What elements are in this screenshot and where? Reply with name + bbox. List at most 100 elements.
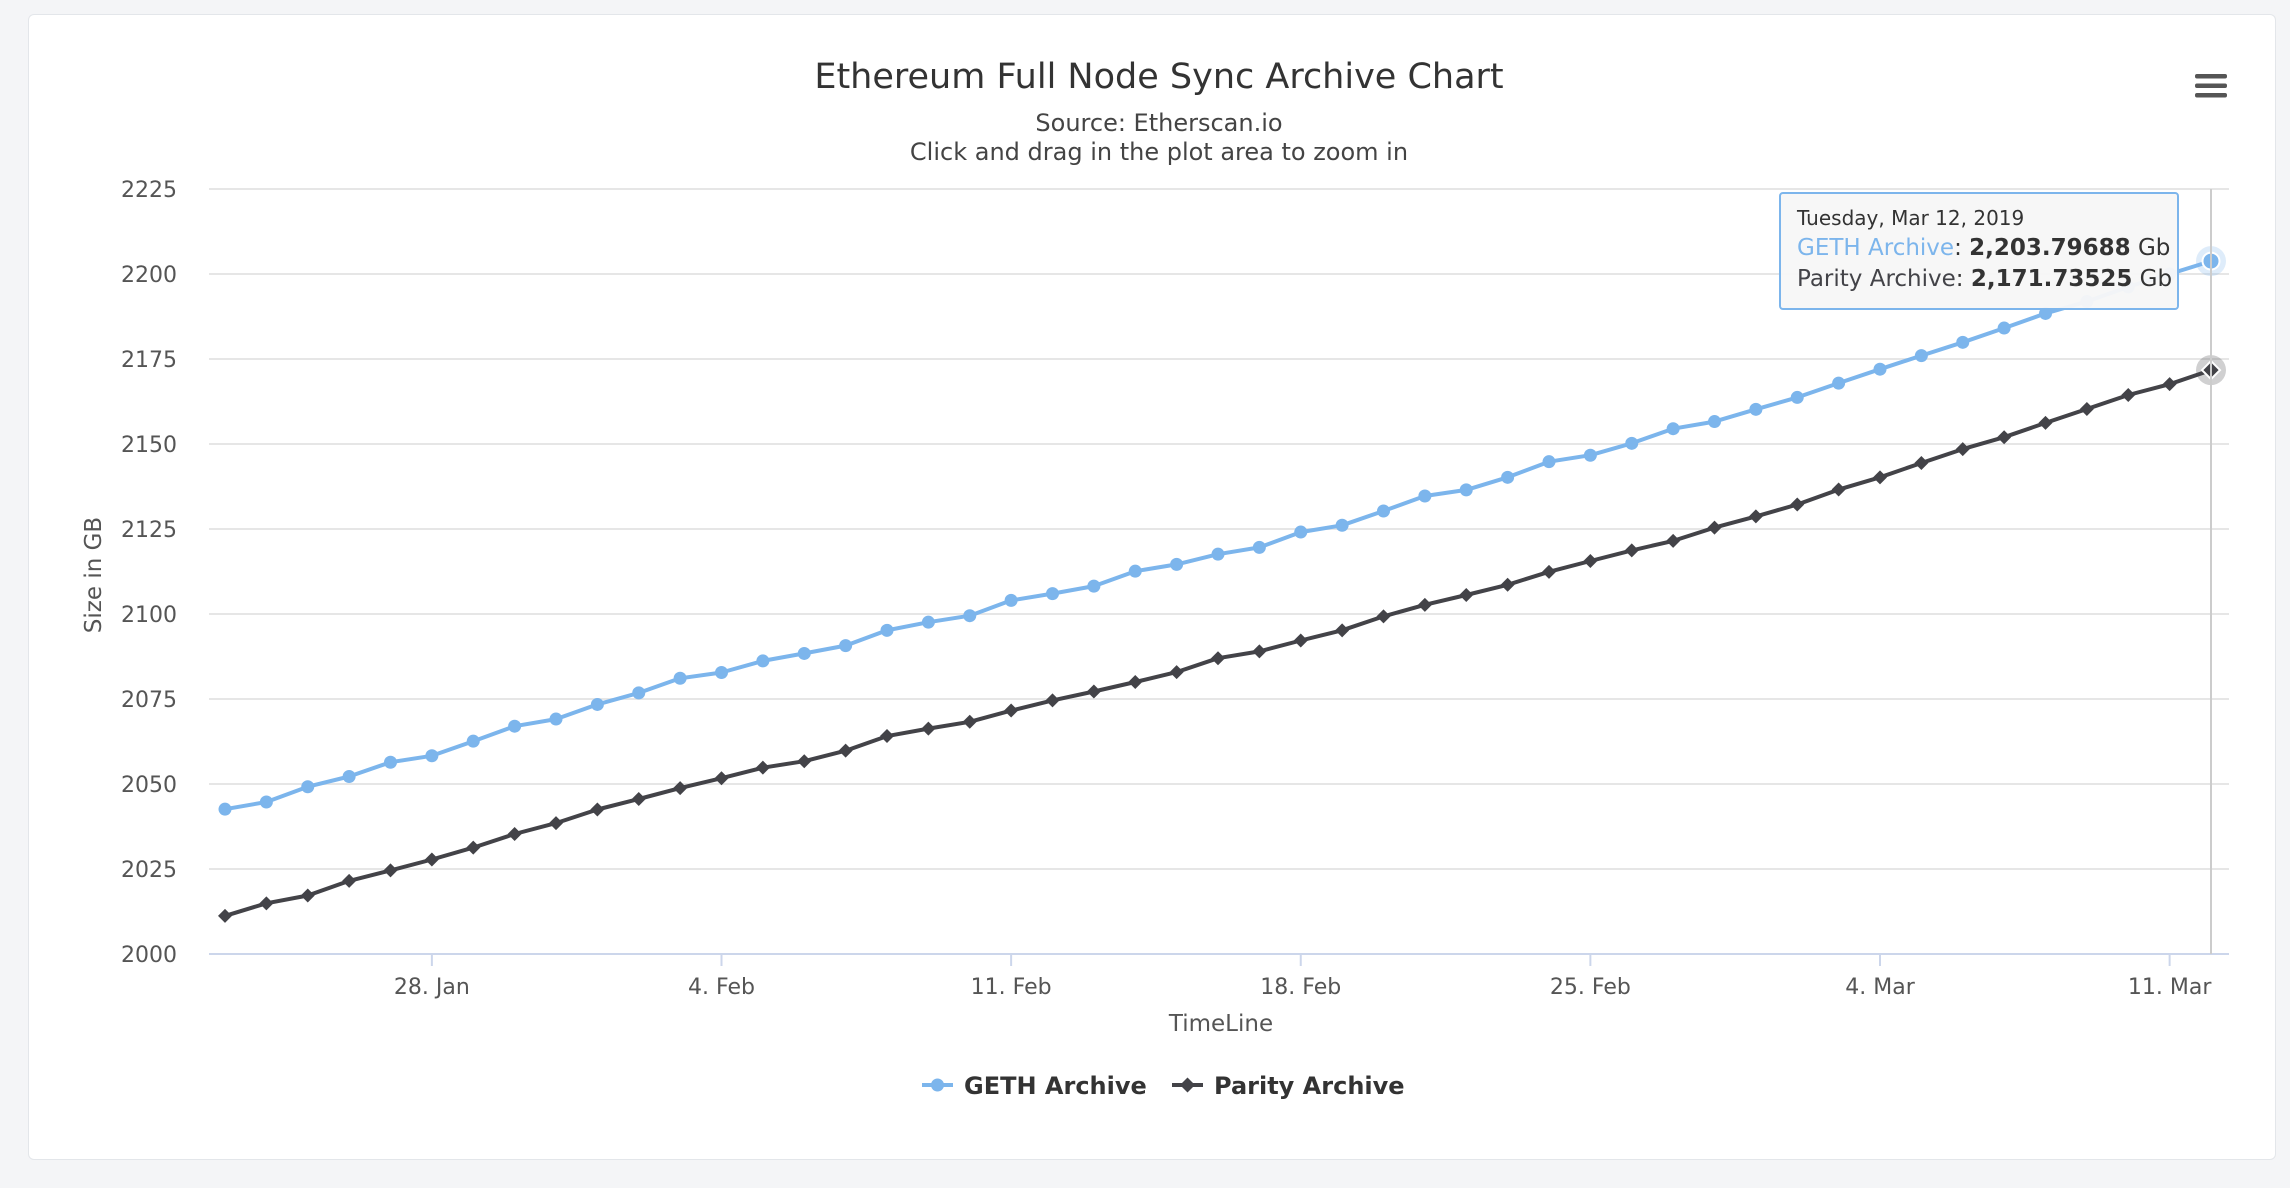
- point-0-1: [259, 795, 273, 809]
- legend-label-geth: GETH Archive: [964, 1072, 1147, 1100]
- point-0-32: [1542, 455, 1556, 469]
- point-1-29: [1417, 597, 1432, 612]
- point-0-28: [1377, 504, 1390, 518]
- point-1-25: [1252, 644, 1267, 659]
- point-1-1: [259, 896, 274, 911]
- chart[interactable]: Ethereum Full Node Sync Archive Chart So…: [29, 15, 2277, 1161]
- point-0-29: [1418, 489, 1432, 503]
- point-1-20: [1045, 693, 1060, 708]
- x-tick-label-6: 11. Mar: [2128, 975, 2212, 1000]
- grid: [209, 188, 2229, 955]
- point-0-4: [384, 755, 397, 769]
- point-0-20: [1046, 587, 1059, 601]
- point-0-17: [921, 615, 935, 629]
- point-0-5: [425, 749, 439, 763]
- point-0-36: [1708, 415, 1721, 429]
- tooltip: Tuesday, Mar 12, 2019 GETH Archive: 2,20…: [1779, 192, 2179, 310]
- point-0-31: [1501, 470, 1515, 484]
- point-0-11: [673, 671, 687, 685]
- point-1-19: [1004, 703, 1019, 718]
- point-0-26: [1294, 525, 1308, 539]
- point-1-38: [1790, 497, 1805, 512]
- point-1-35: [1666, 533, 1681, 548]
- tooltip-value-geth: 2,203.79688: [1969, 235, 2131, 261]
- point-1-8: [549, 816, 563, 831]
- legend: GETH Archive Parity Archive: [922, 1072, 1405, 1100]
- point-0-18: [963, 609, 977, 623]
- y-tick-label-2225: 2225: [121, 178, 177, 203]
- point-0-30: [1459, 483, 1473, 497]
- point-1-3: [342, 873, 357, 888]
- chart-zoom-hint: Click and drag in the plot area to zoom …: [910, 138, 1408, 166]
- point-1-0: [218, 908, 232, 923]
- y-axis: 2000 2025 2050 2075 2100 2125 2150 2175 2200 2225: [121, 178, 177, 968]
- point-0-39: [1832, 376, 1846, 390]
- chart-subtitle: Source: Etherscan.io: [1035, 109, 1282, 137]
- tooltip-date: Tuesday, Mar 12, 2019: [1796, 206, 2024, 230]
- point-0-16: [880, 623, 894, 637]
- point-0-42: [1956, 335, 1970, 349]
- legend-item-geth[interactable]: GETH Archive: [922, 1072, 1147, 1100]
- point-0-38: [1790, 390, 1804, 404]
- point-1-46: [2121, 388, 2136, 403]
- point-0-7: [508, 719, 522, 733]
- hamburger-menu-icon[interactable]: [2195, 70, 2227, 102]
- point-1-34: [1624, 543, 1639, 558]
- tooltip-series-name-geth: GETH Archive: [1797, 235, 1954, 261]
- point-1-17: [921, 721, 936, 736]
- point-0-13: [756, 654, 770, 668]
- point-1-13: [755, 760, 770, 775]
- point-0-22: [1128, 564, 1142, 578]
- point-0-15: [839, 639, 853, 653]
- plot-area[interactable]: [218, 246, 2226, 923]
- point-1-33: [1583, 553, 1598, 568]
- point-0-33: [1583, 448, 1597, 462]
- point-0-24: [1211, 547, 1225, 561]
- point-1-12: [714, 771, 729, 786]
- point-0-41: [1914, 349, 1928, 363]
- point-1-31: [1500, 577, 1515, 592]
- point-0-43: [1997, 321, 2011, 335]
- series-1: [218, 355, 2226, 923]
- y-tick-label-2150: 2150: [121, 433, 177, 458]
- point-1-40: [1873, 470, 1887, 485]
- point-1-6: [466, 840, 481, 855]
- chart-card: Ethereum Full Node Sync Archive Chart So…: [28, 14, 2276, 1160]
- point-1-22: [1128, 675, 1143, 689]
- legend-label-parity: Parity Archive: [1214, 1072, 1405, 1100]
- point-0-14: [797, 646, 811, 660]
- point-0-6: [466, 734, 480, 748]
- point-1-21: [1086, 684, 1101, 699]
- point-1-43: [1997, 430, 2012, 445]
- point-0-23: [1170, 557, 1184, 571]
- point-1-18: [962, 714, 977, 729]
- point-0-44: [2039, 306, 2052, 320]
- point-0-9: [590, 697, 604, 711]
- chart-title: Ethereum Full Node Sync Archive Chart: [814, 57, 1503, 97]
- y-tick-label-2025: 2025: [121, 858, 177, 883]
- point-0-25: [1252, 540, 1266, 554]
- x-axis: 28. Jan 4. Feb 11. Feb 18. Feb 25. Feb 4. Mar…: [394, 954, 2212, 1000]
- tooltip-row-parity: Parity Archive: 2,171.73525 Gb: [1797, 266, 2172, 292]
- point-1-23: [1169, 665, 1184, 680]
- point-1-4: [383, 863, 398, 878]
- point-1-26: [1293, 633, 1308, 648]
- y-tick-label-2175: 2175: [121, 348, 177, 373]
- x-tick-label-3: 18. Feb: [1260, 975, 1341, 1000]
- point-1-16: [880, 729, 894, 744]
- point-0-37: [1749, 402, 1763, 416]
- point-1-39: [1831, 482, 1846, 497]
- point-1-2: [300, 888, 315, 903]
- legend-item-parity[interactable]: Parity Archive: [1172, 1072, 1405, 1100]
- point-1-9: [590, 802, 605, 817]
- point-1-42: [1955, 442, 1970, 457]
- point-0-19: [1004, 593, 1018, 607]
- x-tick-label-1: 4. Feb: [688, 975, 755, 1000]
- tooltip-row-geth: GETH Archive: 2,203.79688 Gb: [1797, 235, 2170, 261]
- point-0-12: [715, 665, 728, 679]
- point-1-14: [797, 754, 812, 769]
- point-0-35: [1666, 422, 1680, 436]
- point-1-41: [1914, 456, 1929, 471]
- x-tick-label-0: 28. Jan: [394, 975, 470, 1000]
- point-0-27: [1335, 518, 1349, 532]
